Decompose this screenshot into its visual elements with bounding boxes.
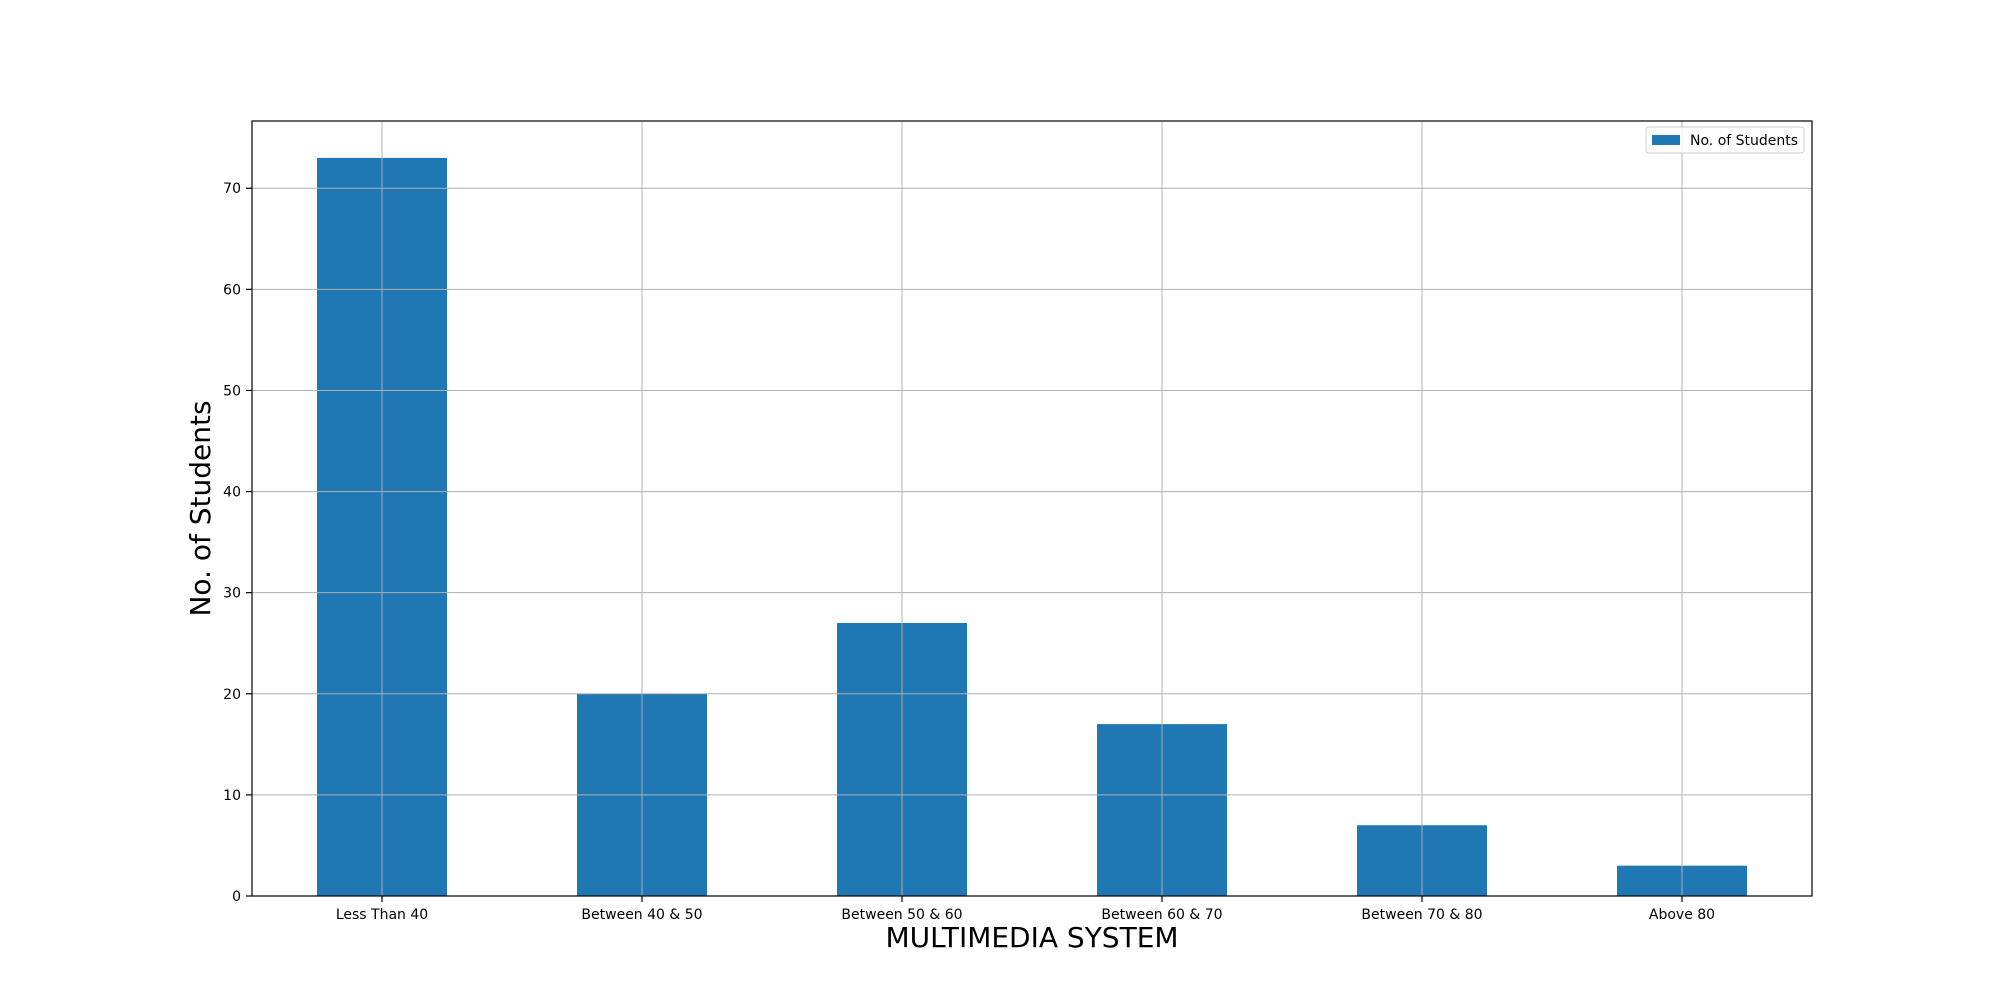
x-axis: Less Than 40 Between 40 & 50 Between 50 & … xyxy=(336,896,1715,923)
y-tick-label-1: 10 xyxy=(223,788,241,804)
y-axis-title: No. of Students xyxy=(184,400,217,616)
x-tick-label-0: Less Than 40 xyxy=(336,907,428,923)
y-tick-label-6: 60 xyxy=(223,282,241,298)
y-tick-label-4: 40 xyxy=(223,485,241,501)
y-tick-label-5: 50 xyxy=(223,383,241,399)
legend-swatch xyxy=(1652,135,1680,145)
legend: No. of Students xyxy=(1645,126,1805,154)
y-axis: 0 10 20 30 40 50 60 70 xyxy=(223,181,252,905)
y-tick-label-2: 20 xyxy=(223,687,241,703)
plot-frame xyxy=(251,120,1813,897)
x-axis-title: MULTIMEDIA SYSTEM xyxy=(885,921,1178,954)
bars xyxy=(317,157,1747,896)
x-tick-label-1: Between 40 & 50 xyxy=(581,907,702,923)
y-tick-label-0: 0 xyxy=(232,889,241,905)
y-tick-label-7: 70 xyxy=(223,181,241,197)
legend-label: No. of Students xyxy=(1690,133,1798,149)
y-tick-label-3: 30 xyxy=(223,586,241,602)
x-tick-label-2: Between 50 & 60 xyxy=(841,907,962,923)
x-tick-label-5: Above 80 xyxy=(1649,907,1715,923)
legend-box xyxy=(1645,126,1805,154)
x-tick-label-4: Between 70 & 80 xyxy=(1361,907,1482,923)
grid xyxy=(252,121,1812,897)
x-tick-label-3: Between 60 & 70 xyxy=(1101,907,1222,923)
